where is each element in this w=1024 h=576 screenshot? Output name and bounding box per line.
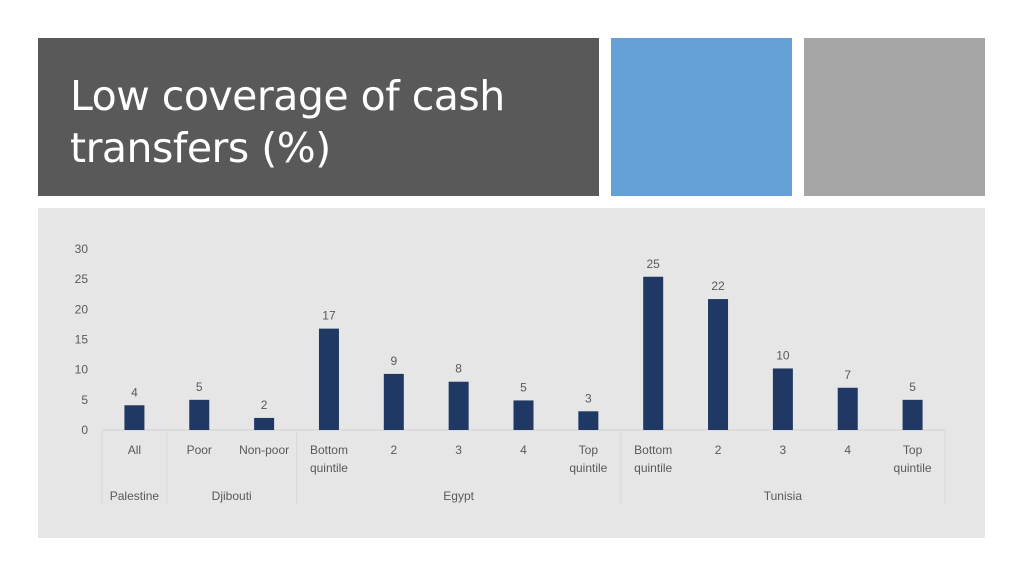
bar (448, 381, 469, 430)
bar (772, 368, 793, 430)
data-label: 4 (131, 385, 138, 399)
y-tick-label: 10 (75, 363, 89, 377)
category-label: 2 (715, 443, 722, 457)
title-panel: Low coverage of cash transfers (%) (38, 38, 599, 196)
bar (254, 417, 275, 430)
y-tick-label: 20 (75, 302, 89, 316)
category-label: quintile (894, 461, 932, 475)
bar (708, 299, 729, 430)
bar-chart: 0510152025304All5Poor2Non-poor17Bottomqu… (75, 242, 946, 505)
bar (837, 387, 858, 430)
y-tick-label: 0 (81, 423, 88, 437)
category-label: 4 (520, 443, 527, 457)
data-label: 3 (585, 391, 592, 405)
category-label: quintile (569, 461, 607, 475)
data-label: 10 (776, 348, 790, 362)
chart-panel: 0 5 10 15 20 25 30 4 All 5 Poor 2 Non-poor 17 Bottom qu… (38, 208, 985, 538)
y-tick-label: 30 (75, 242, 89, 256)
data-label: 7 (844, 368, 851, 382)
data-label: 25 (647, 257, 661, 271)
data-label: 9 (390, 354, 397, 368)
category-label: Non-poor (239, 443, 289, 457)
bar (643, 276, 664, 430)
bar (124, 405, 145, 430)
group-label: Egypt (443, 489, 474, 503)
category-label: quintile (634, 461, 672, 475)
data-label: 8 (455, 362, 462, 376)
category-label: Poor (187, 443, 212, 457)
bar (383, 373, 404, 430)
bar (902, 399, 923, 430)
slide-title: Low coverage of cash transfers (%) (70, 72, 505, 172)
data-label: 2 (261, 398, 268, 412)
bar (318, 328, 339, 430)
y-tick-label: 15 (75, 333, 89, 347)
category-label: 3 (780, 443, 787, 457)
category-label: Bottom (310, 443, 348, 457)
category-label: 3 (455, 443, 462, 457)
accent-blue-block (611, 38, 792, 196)
category-label: 4 (844, 443, 851, 457)
data-label: 5 (196, 380, 203, 394)
group-label: Tunisia (764, 489, 803, 503)
group-label: Djibouti (212, 489, 252, 503)
category-label: Top (903, 443, 923, 457)
bar (513, 400, 534, 430)
data-label: 5 (520, 380, 527, 394)
bar (578, 411, 599, 430)
y-tick-label: 25 (75, 272, 89, 286)
category-label: quintile (310, 461, 348, 475)
bar (189, 399, 210, 430)
accent-gray-block (804, 38, 985, 196)
category-label: All (128, 443, 141, 457)
group-label: Palestine (110, 489, 160, 503)
data-label: 5 (909, 380, 916, 394)
data-label: 17 (322, 309, 336, 323)
category-label: Top (579, 443, 599, 457)
category-label: Bottom (634, 443, 672, 457)
data-label: 22 (711, 279, 725, 293)
y-tick-label: 5 (81, 393, 88, 407)
category-label: 2 (390, 443, 397, 457)
